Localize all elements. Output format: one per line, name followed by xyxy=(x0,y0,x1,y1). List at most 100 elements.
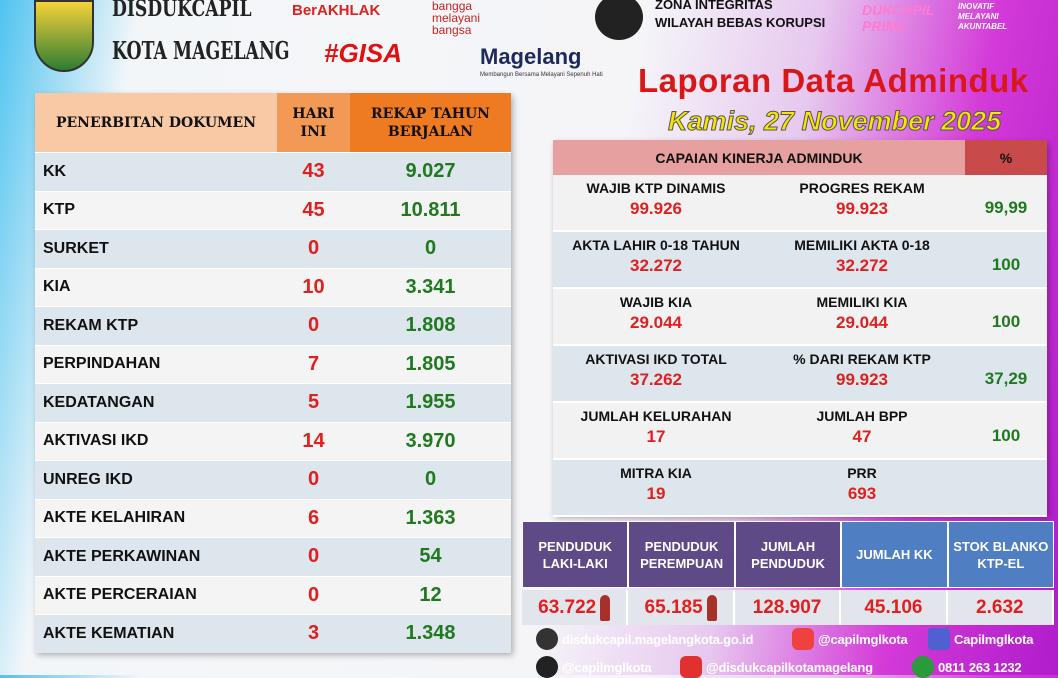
table-row: KK 43 9.027 xyxy=(35,152,511,191)
yearly-total: 3.341 xyxy=(405,275,456,298)
document-type: UNREG IKD xyxy=(43,470,133,488)
female-icon xyxy=(706,594,717,621)
today-count: 6 xyxy=(307,506,320,529)
column-header: REKAP TAHUN BERJALAN xyxy=(350,93,511,152)
table-row: REKAM KTP 0 1.808 xyxy=(35,306,511,345)
kinerja-metric: WAJIB KTP DINAMIS 99.926 xyxy=(553,175,759,230)
table-row: SURKET 0 0 xyxy=(35,229,511,268)
footer-youtube: @disdukcapilkotamagelang xyxy=(680,656,873,678)
kinerja-metric: PROGRES REKAM 99.923 xyxy=(759,175,965,230)
magelang-tagline: Membangun Bersama Melayani Sepenuh Hati xyxy=(480,72,603,78)
table-row: UNREG IKD 0 0 xyxy=(35,460,511,499)
population-value: 63.722 xyxy=(522,590,629,625)
metric-percent: 99,99 xyxy=(984,197,1028,217)
document-type: AKTIVASI IKD xyxy=(43,432,149,450)
magelang-logo: Magelang xyxy=(480,44,582,69)
yearly-total: 12 xyxy=(419,583,442,606)
population-value: 65.185 xyxy=(628,590,735,625)
metric-value: 32.272 xyxy=(630,256,682,275)
kinerja-row: WAJIB KTP DINAMIS 99.926 PROGRES REKAM 99.9… xyxy=(553,175,1047,232)
metric-label: % DARI REKAM KTP xyxy=(793,351,931,367)
metric-label: JUMLAH KELURAHAN xyxy=(580,408,732,424)
today-count: 14 xyxy=(302,429,325,452)
yearly-total: 1.805 xyxy=(405,352,456,375)
kinerja-metric: AKTA LAHIR 0-18 TAHUN 32.272 xyxy=(553,232,759,287)
document-type: PERPINDAHAN xyxy=(43,355,161,373)
kinerja-pct-header: % xyxy=(965,140,1047,175)
dukcapil-prime-logo: DUKCAPIL PRIME xyxy=(862,2,935,34)
facebook-icon xyxy=(928,628,950,650)
kinerja-metric: WAJIB KIA 29.044 xyxy=(553,289,759,344)
today-count: 43 xyxy=(302,160,325,183)
document-type: AKTE KELAHIRAN xyxy=(43,509,186,527)
population-header: PENDUDUK PEREMPUAN xyxy=(628,521,735,588)
population-value: 2.632 xyxy=(948,590,1055,625)
metric-percent: 100 xyxy=(991,311,1021,331)
document-type: KEDATANGAN xyxy=(43,393,155,411)
metric-label: JUMLAH BPP xyxy=(816,408,908,424)
org-city: KOTA MAGELANG xyxy=(112,36,290,65)
kinerja-metric: AKTIVASI IKD TOTAL 37.262 xyxy=(553,346,759,401)
table-row: AKTE KELAHIRAN 6 1.363 xyxy=(35,498,511,537)
metric-value: 19 xyxy=(646,484,666,503)
population-header: PENDUDUK LAKI-LAKI xyxy=(522,521,629,588)
document-type: SURKET xyxy=(43,239,109,257)
metric-percent: 37,29 xyxy=(984,368,1028,388)
metric-value: 99.923 xyxy=(836,370,888,389)
table-row: AKTE PERKAWINAN 0 54 xyxy=(35,537,511,576)
kinerja-metric: JUMLAH BPP 47 xyxy=(759,403,965,458)
kinerja-row: AKTIVASI IKD TOTAL 37.262 % DARI REKAM KTP… xyxy=(553,346,1047,403)
yearly-total: 10.811 xyxy=(400,198,461,221)
today-count: 45 xyxy=(302,198,325,221)
globe-icon xyxy=(536,628,558,650)
yearly-total: 3.970 xyxy=(405,429,456,452)
page-title: Laporan Data Adminduk xyxy=(638,62,1029,99)
kinerja-metric: JUMLAH KELURAHAN 17 xyxy=(553,403,759,458)
today-count: 10 xyxy=(302,275,325,298)
metric-label: WAJIB KIA xyxy=(619,294,693,310)
table-row: AKTIVASI IKD 14 3.970 xyxy=(35,421,511,460)
table-row: KEDATANGAN 5 1.955 xyxy=(35,383,511,422)
population-header: STOK BLANKO KTP-EL xyxy=(947,521,1055,588)
metric-value: 32.272 xyxy=(836,256,888,275)
yearly-total: 54 xyxy=(419,545,442,568)
table-row: KTP 45 10.811 xyxy=(35,190,511,229)
kinerja-metric: % DARI REKAM KTP 99.923 xyxy=(759,346,965,401)
metric-label: PROGRES REKAM xyxy=(799,180,925,196)
metric-value: 29.044 xyxy=(836,313,888,332)
today-count: 0 xyxy=(307,583,320,606)
document-type: KK xyxy=(43,162,67,180)
population-value: 128.907 xyxy=(735,590,842,625)
value-text: 63.722 xyxy=(538,596,597,618)
kinerja-metric: PRR 693 xyxy=(759,460,965,515)
metric-value: 99.923 xyxy=(836,199,888,218)
document-type: AKTE PERKAWINAN xyxy=(43,547,201,565)
gisa-logo: #GISA xyxy=(324,38,403,68)
population-value: 45.106 xyxy=(841,590,948,625)
metric-value: 29.044 xyxy=(630,313,682,332)
yearly-total: 1.955 xyxy=(405,391,456,414)
population-table: PENDUDUK LAKI-LAKI PENDUDUK PEREMPUAN JUML… xyxy=(522,521,1055,625)
population-header: JUMLAH PENDUDUK xyxy=(734,521,842,588)
report-date: Kamis, 27 November 2025 xyxy=(667,106,1002,137)
x-icon xyxy=(536,656,558,678)
header: DISDUKCAPIL KOTA MAGELANG BerAKHLAK bang… xyxy=(0,0,1058,137)
yearly-total: 1.348 xyxy=(405,622,456,645)
inovatif-logo: INOVATIF MELAYANI AKUNTABEL xyxy=(958,2,1008,31)
document-type: KIA xyxy=(43,278,71,296)
kinerja-row: AKTA LAHIR 0-18 TAHUN 32.272 MEMILIKI AKTA… xyxy=(553,232,1047,289)
today-count: 0 xyxy=(307,545,320,568)
kinerja-metric: MITRA KIA 19 xyxy=(553,460,759,515)
yearly-total: 0 xyxy=(424,237,437,260)
footer-instagram: @capilmglkota xyxy=(792,628,908,650)
metric-label: MEMILIKI AKTA 0-18 xyxy=(794,237,930,253)
yearly-total: 9.027 xyxy=(405,160,456,183)
kinerja-metric: MEMILIKI AKTA 0-18 32.272 xyxy=(759,232,965,287)
column-header: HARI INI xyxy=(277,93,350,152)
table-row: PERPINDAHAN 7 1.805 xyxy=(35,344,511,383)
metric-value: 693 xyxy=(847,484,877,503)
today-count: 0 xyxy=(307,314,320,337)
yearly-total: 1.808 xyxy=(405,314,456,337)
metric-label: MEMILIKI KIA xyxy=(816,294,908,310)
today-count: 0 xyxy=(307,237,320,260)
